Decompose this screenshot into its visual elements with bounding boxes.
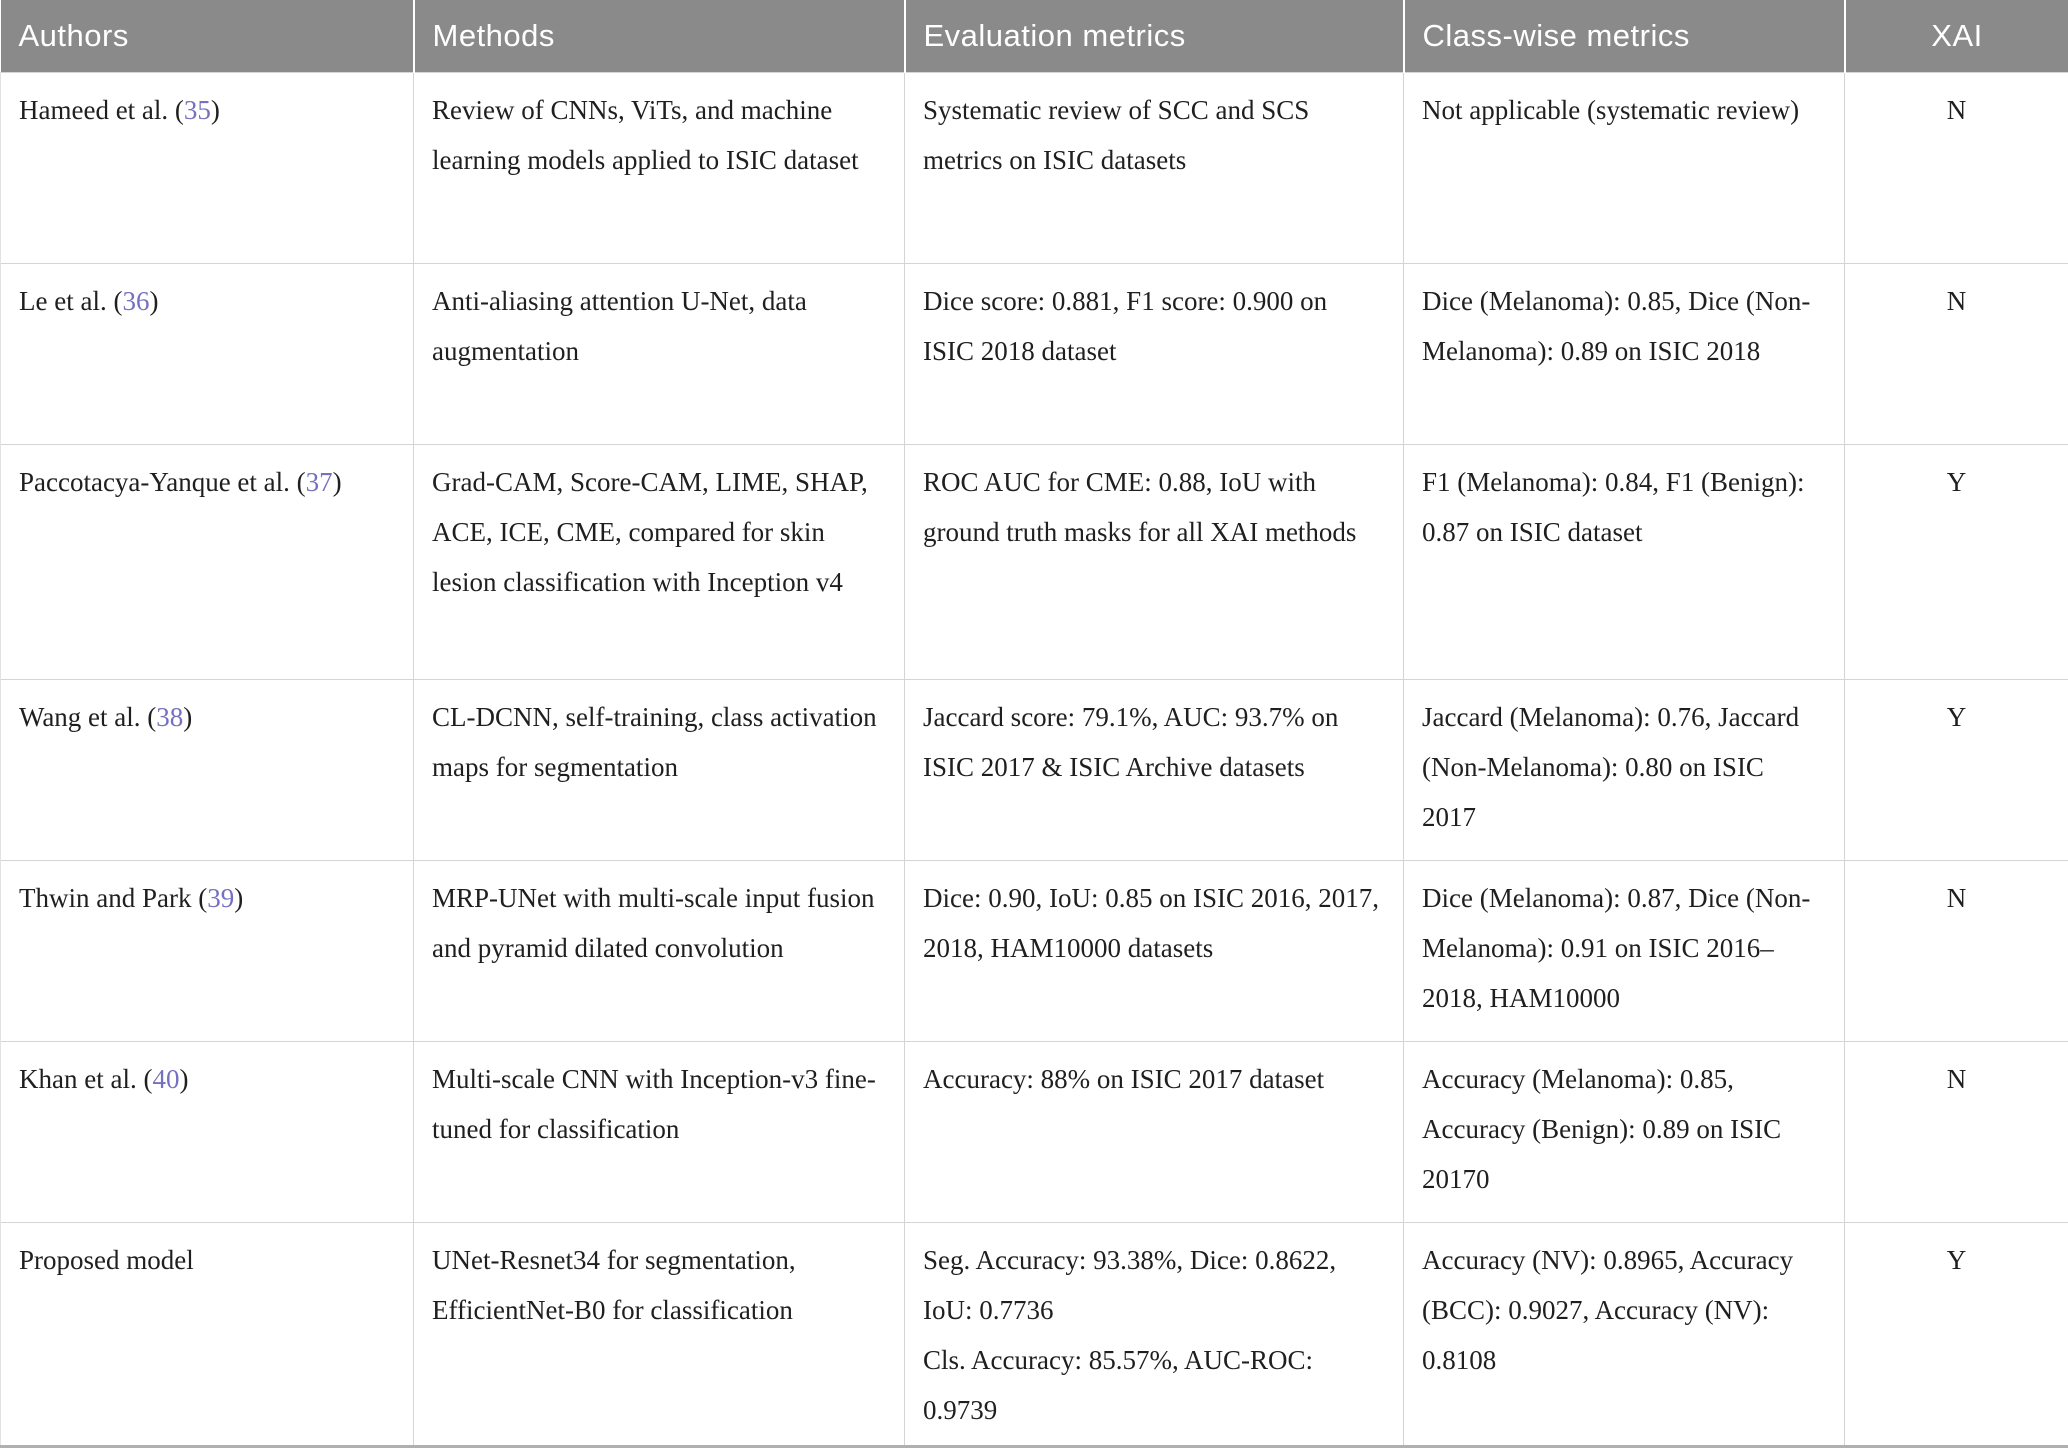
author-name: Hameed et al. ( — [19, 95, 184, 125]
author-cell: Proposed model — [1, 1223, 414, 1447]
author-name: Khan et al. ( — [19, 1064, 152, 1094]
classwise-cell: Dice (Melanoma): 0.87, Dice (Non-Melanom… — [1404, 861, 1845, 1042]
evaluation-cell: ROC AUC for CME: 0.88, IoU with ground t… — [905, 445, 1404, 680]
table-body: Hameed et al. (35) Review of CNNs, ViTs,… — [1, 73, 2068, 1447]
author-cell: Wang et al. (38) — [1, 680, 414, 861]
methods-cell: Review of CNNs, ViTs, and machine learni… — [414, 73, 905, 264]
xai-cell: Y — [1845, 1223, 2068, 1447]
header-row: Authors Methods Evaluation metrics Class… — [1, 0, 2068, 73]
reference-link[interactable]: 36 — [122, 286, 149, 316]
evaluation-cell: Dice: 0.90, IoU: 0.85 on ISIC 2016, 2017… — [905, 861, 1404, 1042]
author-ref-close: ) — [211, 95, 220, 125]
xai-cell: N — [1845, 1042, 2068, 1223]
author-ref-close: ) — [149, 286, 158, 316]
author-cell: Paccotacya-Yanque et al. (37) — [1, 445, 414, 680]
evaluation-line: Dice: 0.90, IoU: 0.85 on ISIC 2016, 2017… — [923, 873, 1383, 973]
author-cell: Thwin and Park (39) — [1, 861, 414, 1042]
evaluation-line: Systematic review of SCC and SCS metrics… — [923, 85, 1383, 185]
methods-cell: Multi-scale CNN with Inception-v3 fine-t… — [414, 1042, 905, 1223]
header-authors: Authors — [1, 0, 414, 73]
table-row: Thwin and Park (39) MRP-UNet with multi-… — [1, 861, 2068, 1042]
classwise-cell: Accuracy (NV): 0.8965, Accuracy (BCC): 0… — [1404, 1223, 1845, 1447]
evaluation-line: Accuracy: 88% on ISIC 2017 dataset — [923, 1054, 1383, 1104]
classwise-cell: Accuracy (Melanoma): 0.85, Accuracy (Ben… — [1404, 1042, 1845, 1223]
table-header: Authors Methods Evaluation metrics Class… — [1, 0, 2068, 73]
xai-cell: N — [1845, 73, 2068, 264]
table-row: Le et al. (36) Anti-aliasing attention U… — [1, 264, 2068, 445]
author-name: Wang et al. ( — [19, 702, 156, 732]
header-xai: XAI — [1845, 0, 2068, 73]
author-cell: Khan et al. (40) — [1, 1042, 414, 1223]
methods-cell: Anti-aliasing attention U-Net, data augm… — [414, 264, 905, 445]
header-methods: Methods — [414, 0, 905, 73]
author-ref-close: ) — [179, 1064, 188, 1094]
author-name: Paccotacya-Yanque et al. ( — [19, 467, 306, 497]
evaluation-cell: Seg. Accuracy: 93.38%, Dice: 0.8622, IoU… — [905, 1223, 1404, 1447]
xai-cell: Y — [1845, 680, 2068, 861]
author-name: Thwin and Park ( — [19, 883, 207, 913]
table-row: Wang et al. (38) CL-DCNN, self-training,… — [1, 680, 2068, 861]
methods-cell: Grad-CAM, Score-CAM, LIME, SHAP, ACE, IC… — [414, 445, 905, 680]
xai-cell: Y — [1845, 445, 2068, 680]
classwise-cell: F1 (Melanoma): 0.84, F1 (Benign): 0.87 o… — [1404, 445, 1845, 680]
author-name: Le et al. ( — [19, 286, 122, 316]
evaluation-line: ROC AUC for CME: 0.88, IoU with ground t… — [923, 457, 1383, 557]
author-cell: Le et al. (36) — [1, 264, 414, 445]
methods-cell: MRP-UNet with multi-scale input fusion a… — [414, 861, 905, 1042]
reference-link[interactable]: 39 — [207, 883, 234, 913]
methods-cell: CL-DCNN, self-training, class activation… — [414, 680, 905, 861]
classwise-cell: Dice (Melanoma): 0.85, Dice (Non-Melanom… — [1404, 264, 1845, 445]
evaluation-cell: Accuracy: 88% on ISIC 2017 dataset — [905, 1042, 1404, 1223]
author-ref-close: ) — [234, 883, 243, 913]
header-classwise-metrics: Class-wise metrics — [1404, 0, 1845, 73]
evaluation-line: Cls. Accuracy: 85.57%, AUC-ROC: 0.9739 — [923, 1335, 1383, 1435]
classwise-cell: Not applicable (systematic review) — [1404, 73, 1845, 264]
reference-link[interactable]: 40 — [152, 1064, 179, 1094]
evaluation-cell: Jaccard score: 79.1%, AUC: 93.7% on ISIC… — [905, 680, 1404, 861]
evaluation-cell: Systematic review of SCC and SCS metrics… — [905, 73, 1404, 264]
evaluation-line: Jaccard score: 79.1%, AUC: 93.7% on ISIC… — [923, 692, 1383, 792]
table-row: Khan et al. (40) Multi-scale CNN with In… — [1, 1042, 2068, 1223]
reference-link[interactable]: 38 — [156, 702, 183, 732]
author-ref-close: ) — [333, 467, 342, 497]
table-row: Hameed et al. (35) Review of CNNs, ViTs,… — [1, 73, 2068, 264]
methods-cell: UNet-Resnet34 for segmentation, Efficien… — [414, 1223, 905, 1447]
author-name: Proposed model — [19, 1245, 194, 1275]
header-evaluation-metrics: Evaluation metrics — [905, 0, 1404, 73]
evaluation-cell: Dice score: 0.881, F1 score: 0.900 on IS… — [905, 264, 1404, 445]
table-row: Paccotacya-Yanque et al. (37) Grad-CAM, … — [1, 445, 2068, 680]
classwise-cell: Jaccard (Melanoma): 0.76, Jaccard (Non-M… — [1404, 680, 1845, 861]
evaluation-line: Dice score: 0.881, F1 score: 0.900 on IS… — [923, 276, 1383, 376]
table-row: Proposed model UNet-Resnet34 for segment… — [1, 1223, 2068, 1447]
evaluation-line: Seg. Accuracy: 93.38%, Dice: 0.8622, IoU… — [923, 1235, 1383, 1335]
xai-cell: N — [1845, 264, 2068, 445]
author-cell: Hameed et al. (35) — [1, 73, 414, 264]
author-ref-close: ) — [183, 702, 192, 732]
reference-link[interactable]: 37 — [306, 467, 333, 497]
xai-cell: N — [1845, 861, 2068, 1042]
reference-link[interactable]: 35 — [184, 95, 211, 125]
